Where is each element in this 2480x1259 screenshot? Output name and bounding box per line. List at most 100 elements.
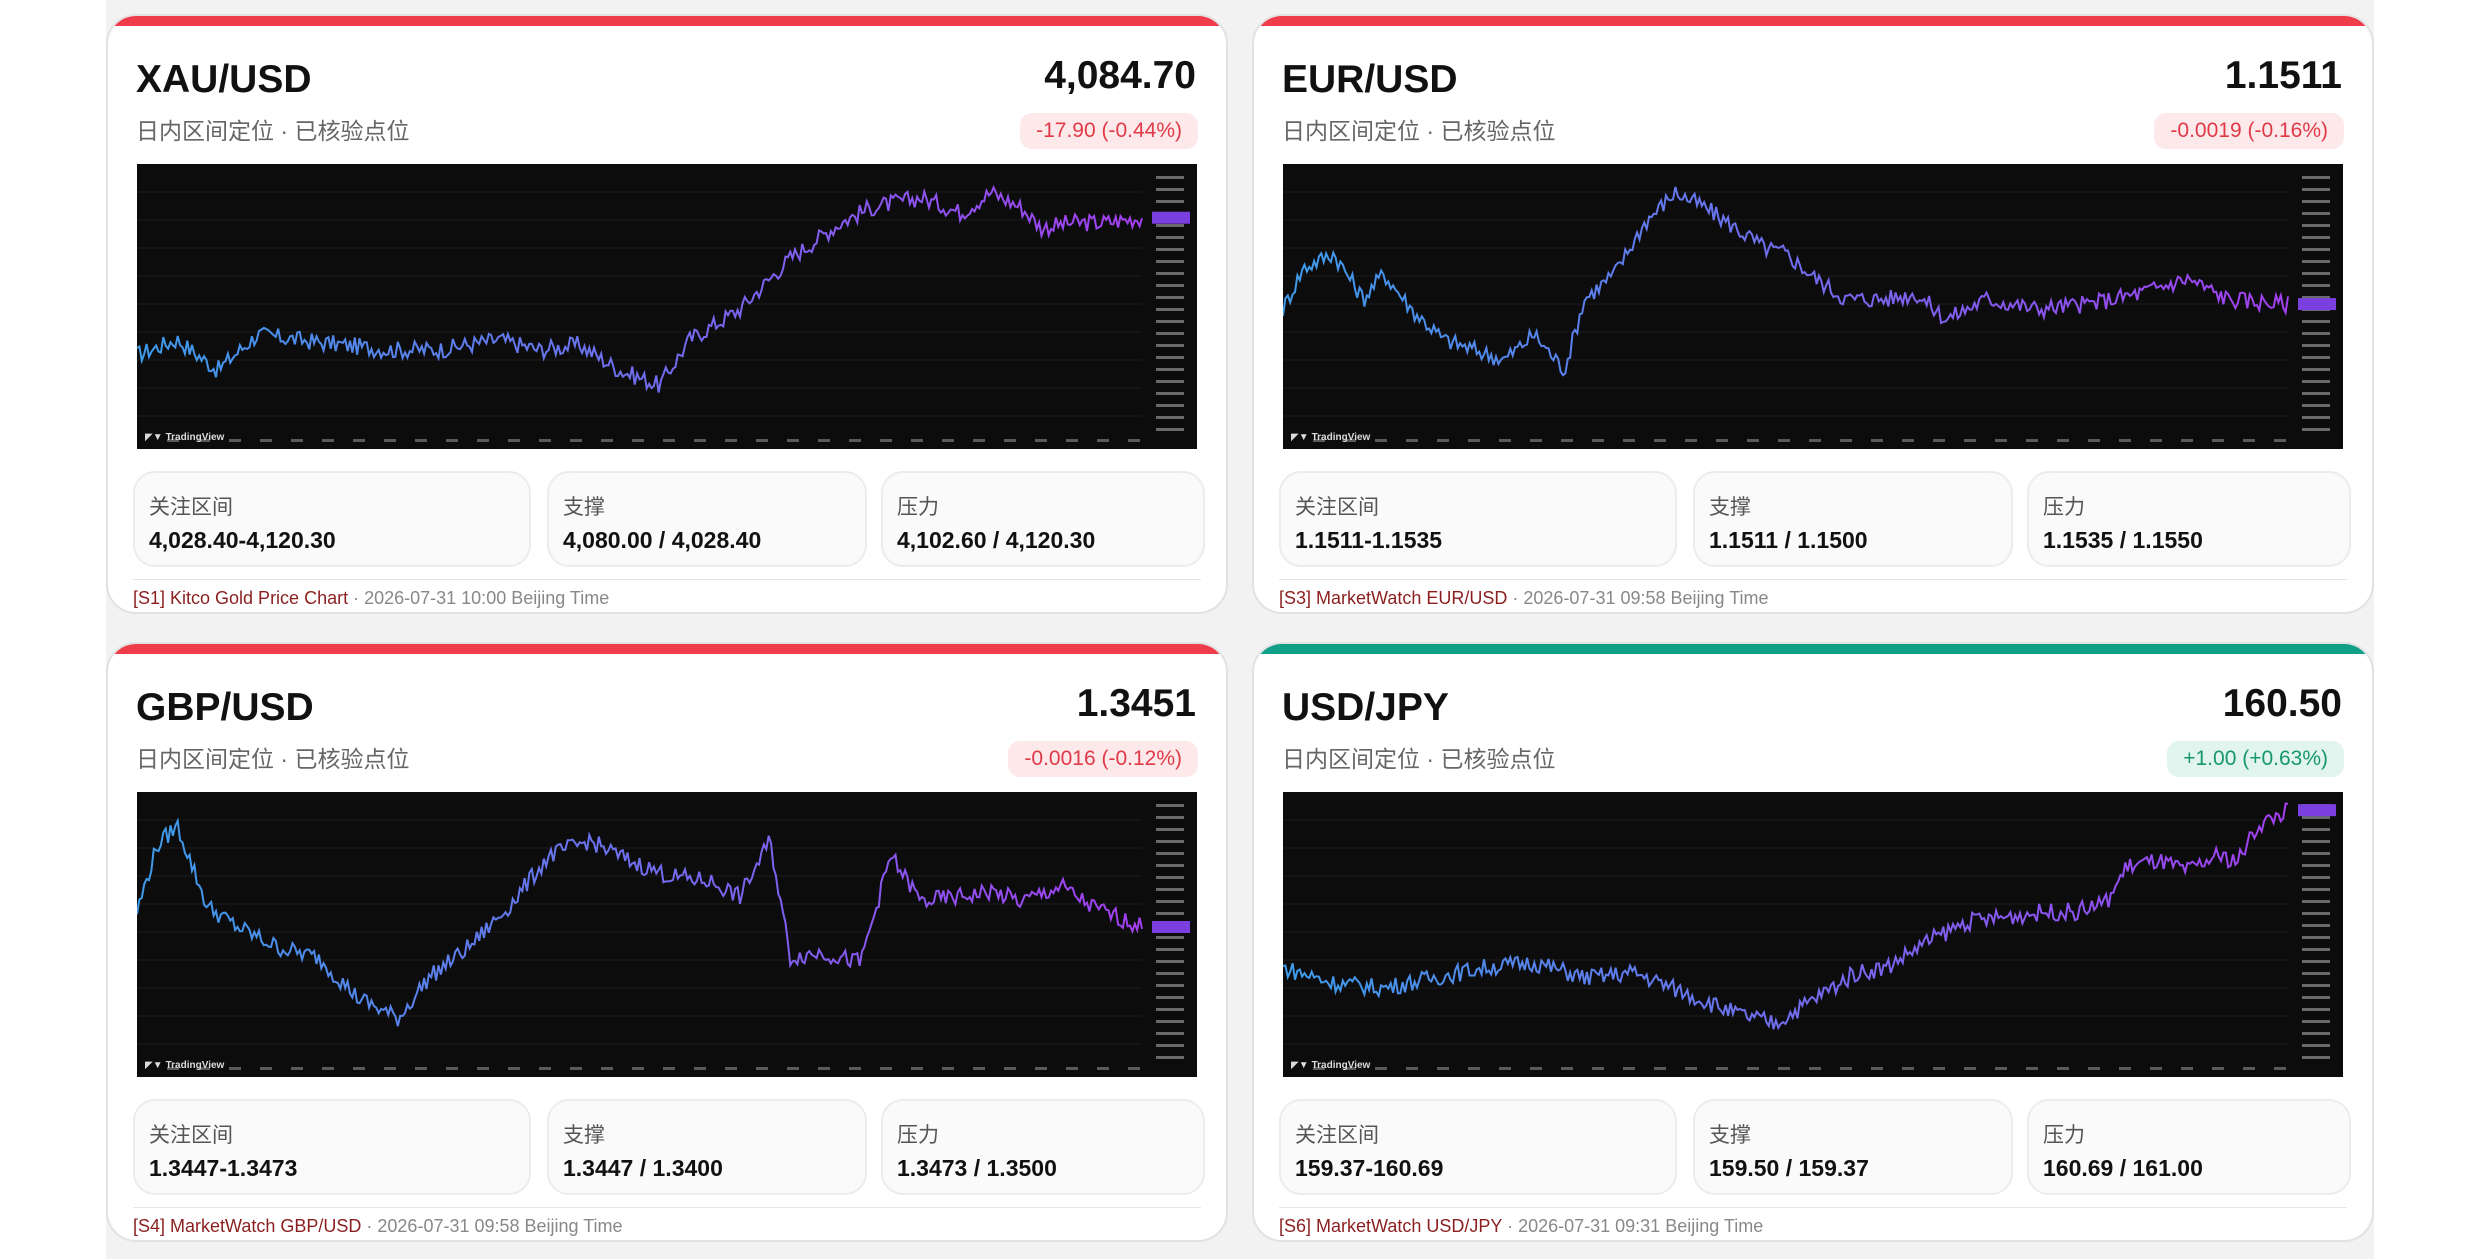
time-axis-tick (1499, 439, 1511, 442)
time-axis-tick (601, 1067, 613, 1070)
price-scale-tick (1156, 972, 1184, 975)
time-axis-tick (1530, 1067, 1542, 1070)
price-scale-tick (2302, 1032, 2330, 1035)
zone-label: 关注区间 (1295, 496, 1379, 519)
zone-value: 159.50 / 159.37 (1709, 1155, 1869, 1181)
time-axis-tick (384, 1067, 396, 1070)
price-scale-tick (1156, 416, 1184, 419)
price-line (137, 185, 1143, 393)
time-axis-tick (1004, 1067, 1016, 1070)
zone-value: 1.1511 / 1.1500 (1709, 527, 1868, 553)
price-scale-tick (1156, 1044, 1184, 1047)
price-chart: ◤▼ TradingView (137, 792, 1197, 1077)
time-axis-tick (725, 1067, 737, 1070)
price-scale-tick (1156, 1008, 1184, 1011)
time-axis-tick (1313, 439, 1325, 442)
zone-box-focus: 关注区间 1.1511-1.1535 (1279, 471, 1677, 567)
price-scale-tick (1156, 1020, 1184, 1023)
time-axis-tick (539, 1067, 551, 1070)
time-axis-tick (1716, 439, 1728, 442)
price-scale-tick (2302, 212, 2330, 215)
time-axis-tick (1344, 439, 1356, 442)
price-scale-tick (1156, 392, 1184, 395)
time-axis-tick (942, 439, 954, 442)
divider (133, 1207, 1201, 1208)
zone-value: 4,028.40-4,120.30 (149, 527, 336, 553)
time-axis-tick (539, 439, 551, 442)
source-footer: [S4] MarketWatch GBP/USD · 2026-07-31 09… (133, 1216, 623, 1237)
zone-label: 支撑 (563, 496, 605, 519)
direction-bar (1254, 16, 2372, 26)
time-axis-tick (818, 439, 830, 442)
price-scale-tick (1156, 176, 1184, 179)
time-axis-tick (2212, 439, 2224, 442)
time-axis-tick (198, 439, 210, 442)
price-scale-tick (1156, 816, 1184, 819)
card-subtitle: 日内区间定位 · 已核验点位 (136, 118, 410, 144)
time-axis-tick (632, 1067, 644, 1070)
time-axis-tick (1313, 1067, 1325, 1070)
tradingview-logo: ◤▼ TradingView (1291, 1060, 1371, 1071)
price-chart-svg (1283, 176, 2336, 442)
time-axis-tick (1871, 1067, 1883, 1070)
time-axis-tick (1840, 439, 1852, 442)
price-chart-svg (137, 804, 1190, 1070)
price-scale-tick (1156, 308, 1184, 311)
zone-box-support: 支撑 1.1511 / 1.1500 (1693, 471, 2013, 567)
price: 1.1511 (2224, 54, 2342, 97)
price-scale-tick (2302, 368, 2330, 371)
price-scale-tick (2302, 404, 2330, 407)
price-scale-tick (2302, 380, 2330, 383)
time-axis-tick (353, 1067, 365, 1070)
zone-value: 1.3473 / 1.3500 (897, 1155, 1057, 1181)
price-scale-tick (1156, 356, 1184, 359)
time-axis-tick (260, 439, 272, 442)
time-axis-tick (1406, 439, 1418, 442)
symbol-title: USD/JPY (1282, 686, 1449, 729)
price-line (1283, 186, 2289, 377)
time-axis-tick (167, 439, 179, 442)
price-scale-tick (2302, 320, 2330, 323)
source-link[interactable]: [S1] Kitco Gold Price Chart (133, 588, 349, 608)
time-axis-tick (2057, 439, 2069, 442)
price-scale-tick (2302, 840, 2330, 843)
change-badge: -17.90 (-0.44%) (1020, 113, 1198, 149)
time-axis-tick (2181, 1067, 2193, 1070)
price-scale-tick (1156, 996, 1184, 999)
time-axis-tick (446, 1067, 458, 1070)
price-scale-tick (2302, 200, 2330, 203)
zone-label: 关注区间 (1295, 1124, 1379, 1147)
tradingview-logo: ◤▼ TradingView (145, 432, 225, 443)
time-axis-tick (911, 439, 923, 442)
price-scale-tick (1156, 984, 1184, 987)
price-scale-tick (2302, 852, 2330, 855)
time-axis-tick (1468, 439, 1480, 442)
price-scale-tick (1156, 344, 1184, 347)
time-axis-tick (1902, 439, 1914, 442)
price-scale-tick (2302, 960, 2330, 963)
time-axis-tick (849, 1067, 861, 1070)
time-axis-tick (1933, 1067, 1945, 1070)
price-scale-tick (2302, 888, 2330, 891)
zone-label: 关注区间 (149, 1124, 233, 1147)
source-link[interactable]: [S6] MarketWatch USD/JPY (1279, 1216, 1503, 1236)
price-scale-tick (1156, 272, 1184, 275)
time-axis-tick (291, 1067, 303, 1070)
time-axis-tick (477, 1067, 489, 1070)
price-scale-tick (2302, 428, 2330, 431)
time-axis-tick (756, 1067, 768, 1070)
zone-box-support: 支撑 1.3447 / 1.3400 (547, 1099, 867, 1195)
time-axis-tick (1747, 1067, 1759, 1070)
timestamp: · 2026-07-31 09:58 Beijing Time (361, 1216, 623, 1236)
zone-label: 关注区间 (149, 496, 233, 519)
time-axis-tick (601, 439, 613, 442)
time-axis-tick (1004, 439, 1016, 442)
source-link[interactable]: [S4] MarketWatch GBP/USD (133, 1216, 362, 1236)
direction-bar (1254, 644, 2372, 654)
price-scale-tick (2302, 1008, 2330, 1011)
zone-box-resistance: 压力 160.69 / 161.00 (2027, 1099, 2351, 1195)
time-axis-tick (415, 1067, 427, 1070)
price-chart-svg (137, 176, 1190, 442)
source-link[interactable]: [S3] MarketWatch EUR/USD (1279, 588, 1508, 608)
time-axis-tick (1871, 439, 1883, 442)
